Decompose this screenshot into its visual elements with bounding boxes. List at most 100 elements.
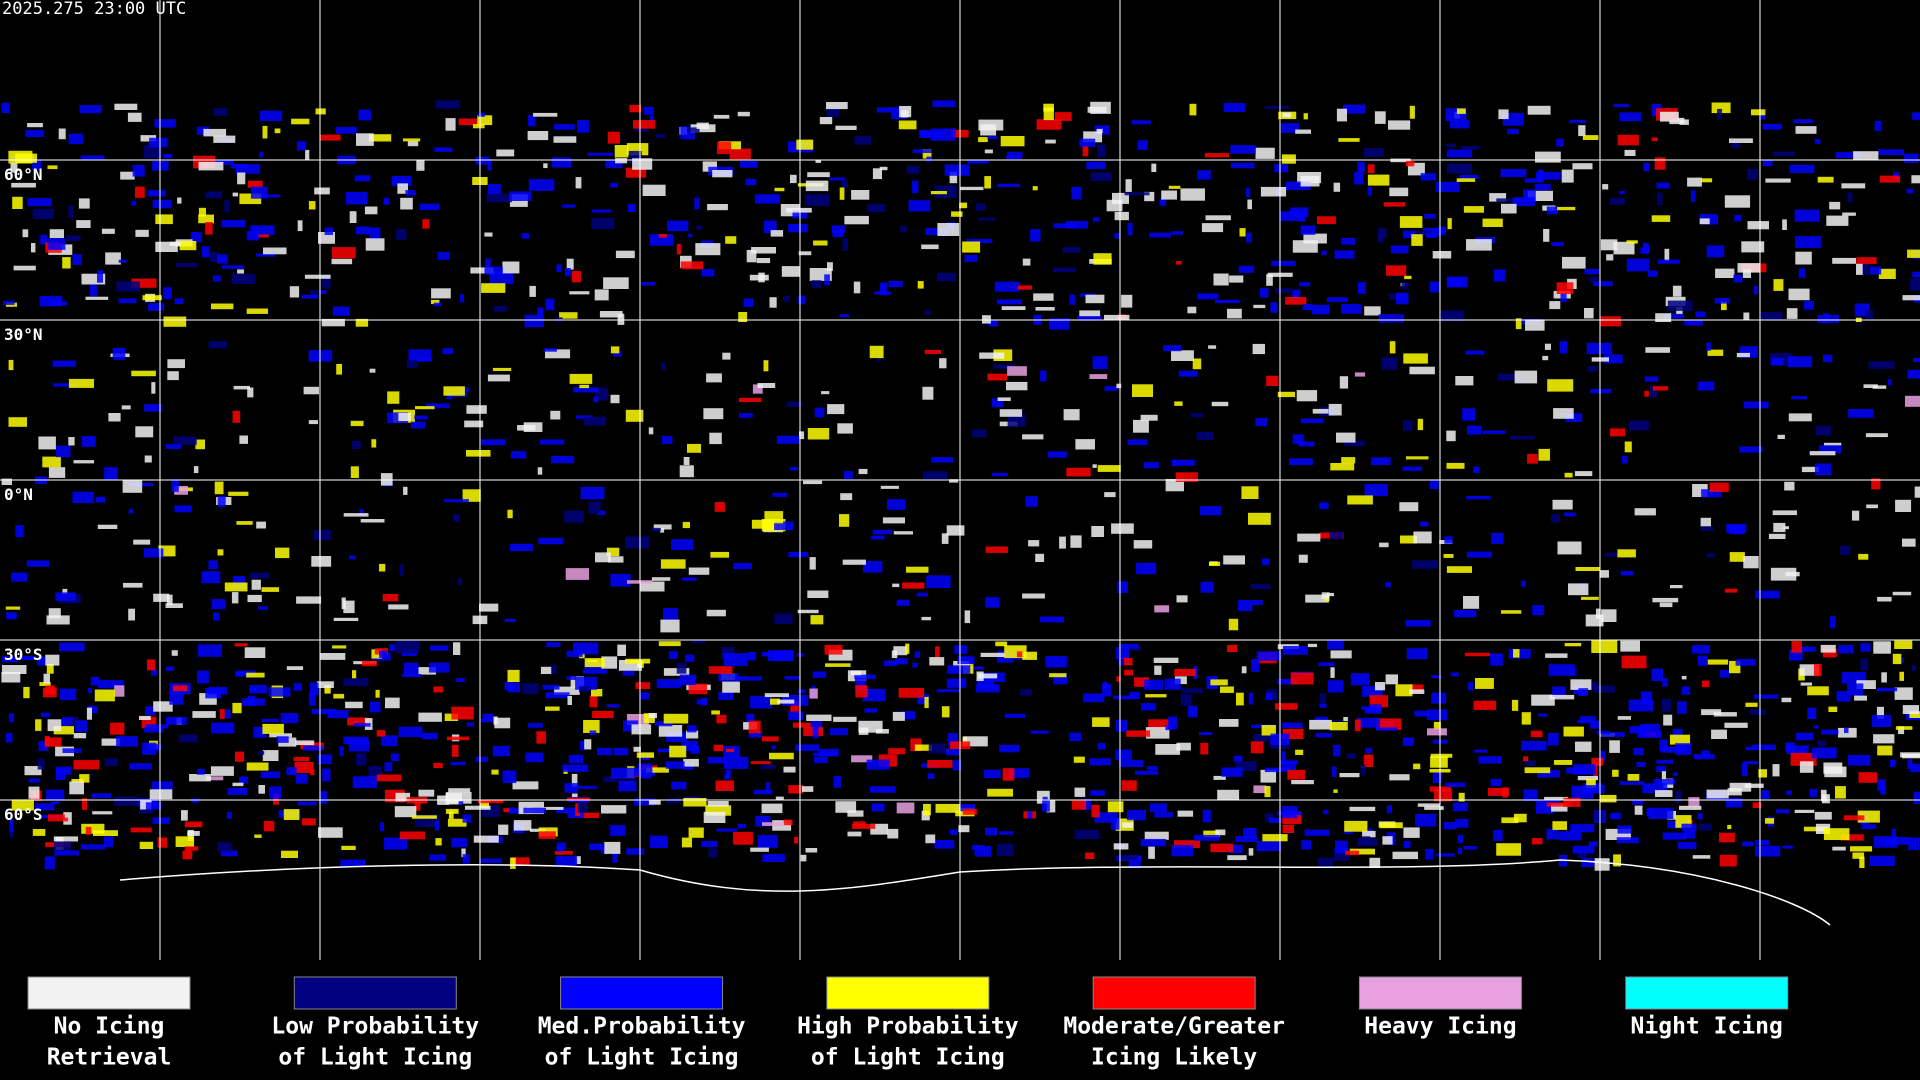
icing-pixel xyxy=(844,215,869,225)
icing-pixel xyxy=(1215,829,1226,836)
icing-pixel xyxy=(293,683,302,691)
icing-pixel xyxy=(475,756,489,762)
icing-pixel xyxy=(1069,732,1081,741)
icing-pixel xyxy=(1509,435,1535,440)
icing-pixel xyxy=(1054,112,1072,121)
icing-pixel xyxy=(562,764,589,772)
icing-pixel xyxy=(289,286,300,298)
icing-pixel xyxy=(447,818,467,827)
icing-pixel xyxy=(129,763,152,770)
icing-pixel xyxy=(939,358,947,369)
icing-pixel xyxy=(1291,780,1314,785)
icing-pixel xyxy=(739,397,762,402)
icing-pixel xyxy=(166,716,187,725)
icing-pixel xyxy=(485,258,491,271)
icing-pixel xyxy=(1327,640,1344,650)
icing-pixel xyxy=(807,590,829,598)
icing-pixel xyxy=(1266,375,1279,386)
icing-pixel xyxy=(458,118,483,126)
icing-pixel xyxy=(333,617,359,621)
icing-pixel xyxy=(1815,823,1831,834)
icing-pixel xyxy=(701,268,715,277)
icing-pixel xyxy=(1432,251,1452,259)
icing-pixel xyxy=(925,834,936,844)
icing-pixel xyxy=(1594,858,1610,871)
icing-pixel xyxy=(1799,761,1814,773)
icing-pixel xyxy=(1424,806,1444,810)
icing-pixel xyxy=(356,752,367,766)
icing-pixel xyxy=(1560,341,1568,354)
icing-pixel xyxy=(1239,228,1246,237)
icing-pixel xyxy=(1227,644,1238,652)
icing-pixel xyxy=(1336,108,1347,122)
icing-pixel xyxy=(410,421,426,429)
icing-pixel xyxy=(369,368,376,373)
icing-pixel xyxy=(764,693,789,698)
icing-pixel xyxy=(987,373,1008,381)
icing-pixel xyxy=(1402,466,1423,471)
icing-pixel xyxy=(649,234,674,246)
icing-pixel xyxy=(1090,172,1112,181)
icing-pixel xyxy=(27,198,52,207)
icing-pixel xyxy=(249,685,267,694)
icing-pixel xyxy=(1620,640,1640,652)
icing-pixel xyxy=(1482,218,1503,227)
icing-pixel xyxy=(1603,354,1623,364)
icing-pixel xyxy=(1734,215,1742,222)
icing-pixel xyxy=(1066,467,1091,477)
icing-pixel xyxy=(935,803,961,813)
icing-pixel xyxy=(431,299,440,305)
icing-pixel xyxy=(1548,732,1559,746)
icing-pixel xyxy=(1521,712,1531,725)
icing-pixel xyxy=(625,658,651,664)
lat-lon-grid xyxy=(0,0,1920,960)
icing-pixel xyxy=(982,315,991,324)
icing-pixel xyxy=(685,654,695,662)
icing-pixel xyxy=(1586,342,1612,355)
icing-pixel xyxy=(384,762,393,772)
icing-pixel xyxy=(32,829,46,836)
icing-pixel xyxy=(1092,464,1097,468)
icing-pixel xyxy=(1412,560,1438,569)
icing-pixel xyxy=(1378,314,1404,323)
icing-pixel xyxy=(788,224,808,233)
icing-pixel xyxy=(1535,151,1561,163)
icing-pixel xyxy=(224,582,248,592)
icing-pixel xyxy=(79,105,102,114)
icing-pixel xyxy=(1248,848,1254,856)
icing-pixel xyxy=(825,663,851,667)
icing-pixel xyxy=(676,662,687,674)
icing-pixel xyxy=(1092,356,1108,369)
icing-pixel xyxy=(197,644,222,657)
icing-pixel xyxy=(1871,715,1891,728)
icing-pixel xyxy=(399,564,404,577)
icing-pixel xyxy=(1675,790,1682,803)
icing-pixel xyxy=(1737,263,1760,273)
icing-pixel xyxy=(430,645,449,651)
icing-pixel xyxy=(1742,761,1759,765)
icing-pixel xyxy=(217,254,228,264)
icing-pixel xyxy=(139,841,154,849)
icing-pixel xyxy=(1662,677,1668,687)
icing-pixel xyxy=(1201,223,1224,233)
icing-pixel xyxy=(551,664,557,675)
icing-pixel xyxy=(829,728,848,736)
icing-pixel xyxy=(1905,395,1920,407)
icing-pixel xyxy=(1333,744,1341,757)
icing-pixel xyxy=(317,754,333,765)
icing-pixel xyxy=(900,225,907,233)
icing-pixel xyxy=(688,683,707,695)
icing-pixel xyxy=(1364,148,1385,157)
icing-pixel xyxy=(301,294,319,299)
icing-pixel xyxy=(612,851,618,863)
icing-pixel xyxy=(1619,781,1645,785)
icing-pixel xyxy=(144,455,152,463)
icing-pixel xyxy=(1124,669,1134,676)
icing-pixel xyxy=(1798,646,1816,652)
icing-pixel xyxy=(1782,845,1793,849)
icing-pixel xyxy=(1403,840,1411,849)
icing-pixel xyxy=(876,354,881,362)
icing-pixel xyxy=(38,436,56,450)
icing-pixel xyxy=(205,222,213,235)
icing-pixel xyxy=(232,702,242,714)
